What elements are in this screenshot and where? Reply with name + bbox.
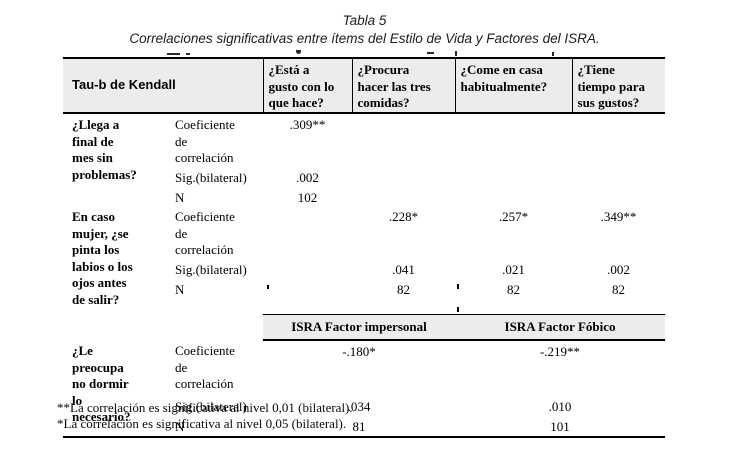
stat-label-coeficiente: Coeficiente de correlación (175, 343, 235, 391)
coef-value: .257* (498, 209, 529, 224)
sig-value: .034 (347, 399, 371, 414)
sig-value: .021 (502, 262, 525, 277)
clipped-text-fragment (296, 50, 301, 54)
stat-label-sig: Sig.(bilateral) (175, 169, 247, 185)
isra-header-fobico: ISRA Factor Fóbico (455, 314, 666, 341)
table-header-row: Tau-b de Kendall ¿Está a gusto con lo qu… (63, 58, 666, 114)
sig-value: .002 (607, 262, 630, 277)
isra-subheader-row: ISRA Factor impersonal ISRA Factor Fóbic… (63, 314, 666, 341)
sig-value (455, 167, 572, 187)
isra-header-impersonal: ISRA Factor impersonal (263, 314, 456, 341)
item-label-pintarse: En caso mujer, ¿se pinta los labios o lo… (72, 209, 133, 307)
sig-value (263, 259, 352, 279)
coef-value: .228* (388, 209, 419, 224)
isra-spacer-cell (63, 315, 263, 341)
sig-value: .010 (548, 399, 572, 414)
item-label-fin-de-mes: ¿Llega a final de mes sin problemas? (72, 117, 137, 182)
corner-label: Tau-b de Kendall (63, 58, 264, 114)
n-value (455, 187, 572, 207)
clipped-text-fragment (427, 52, 434, 54)
footnote-05-level: *La correlación es significativa al nive… (57, 416, 347, 431)
table-row: En caso mujer, ¿se pinta los labios o lo… (63, 206, 665, 307)
stat-label-coeficiente: Coeficiente de correlación (175, 117, 235, 165)
item-label-dormir: ¿Le preocupa no dormir lo necesario? (72, 343, 131, 424)
sig-value (352, 167, 455, 187)
n-value: 101 (550, 419, 570, 434)
sig-value (572, 167, 665, 187)
table-row: Sig.(bilateral) .041 .021 .002 (63, 259, 665, 279)
stat-label-n: N (175, 189, 185, 205)
coef-value (263, 206, 352, 259)
coef-value: .349** (600, 209, 637, 224)
n-value (352, 187, 455, 207)
clipped-text-fragment (552, 52, 554, 56)
clipped-text-fragment (186, 53, 190, 55)
sig-value: .041 (392, 262, 415, 277)
clipped-text-fragment (455, 51, 457, 56)
stat-label-coeficiente: Coeficiente de correlación (175, 209, 235, 257)
table-row: ¿Llega a final de mes sin problemas? Coe… (63, 113, 665, 182)
correlation-table: Tau-b de Kendall ¿Está a gusto con lo qu… (63, 57, 666, 438)
n-value: 82 (507, 282, 521, 297)
column-header-comidas: ¿Procura hacer las tres comidas? (351, 58, 456, 114)
coef-value: .309** (289, 117, 326, 132)
column-header-gustos: ¿Tiene tiempo para sus gustos? (571, 58, 666, 114)
table-caption: Correlaciones significativas entre ítems… (129, 31, 600, 46)
sig-value: .002 (296, 169, 319, 185)
stat-label-sig: Sig.(bilateral) (175, 399, 247, 414)
n-value (263, 279, 352, 315)
coef-value: -.219** (539, 344, 581, 359)
n-value: 82 (612, 282, 626, 297)
border-tick (267, 285, 269, 289)
table-row: N 102 (63, 187, 665, 207)
stat-label-n: N (175, 419, 185, 434)
table-number-title: Tabla 5 (342, 13, 387, 28)
coef-value (352, 113, 455, 167)
stat-label-n: N (175, 282, 185, 297)
table-row: N 81 101 (63, 416, 665, 437)
coef-value (455, 113, 572, 167)
table-row: N 82 82 82 (63, 279, 665, 315)
clipped-text-fragment (167, 53, 180, 55)
border-tick (457, 284, 459, 289)
n-value (572, 187, 665, 207)
n-value: 102 (297, 189, 318, 205)
table-row: Sig.(bilateral) .002 (63, 167, 665, 187)
column-header-casa: ¿Come en casa habitualmente? (454, 58, 573, 114)
coef-value: -.180* (342, 344, 376, 359)
column-header-gusto: ¿Está a gusto con lo que hace? (262, 58, 353, 114)
footnote-01-level: **La correlación es significativa al niv… (57, 400, 353, 415)
n-value: 81 (352, 419, 366, 434)
coef-value (572, 113, 665, 167)
n-value: 82 (397, 282, 411, 297)
border-tick (457, 307, 459, 312)
stat-label-sig: Sig.(bilateral) (175, 262, 247, 277)
table-row: ¿Le preocupa no dormir lo necesario? Coe… (63, 340, 665, 424)
table-row: Sig.(bilateral) .034 .010 (63, 396, 665, 416)
